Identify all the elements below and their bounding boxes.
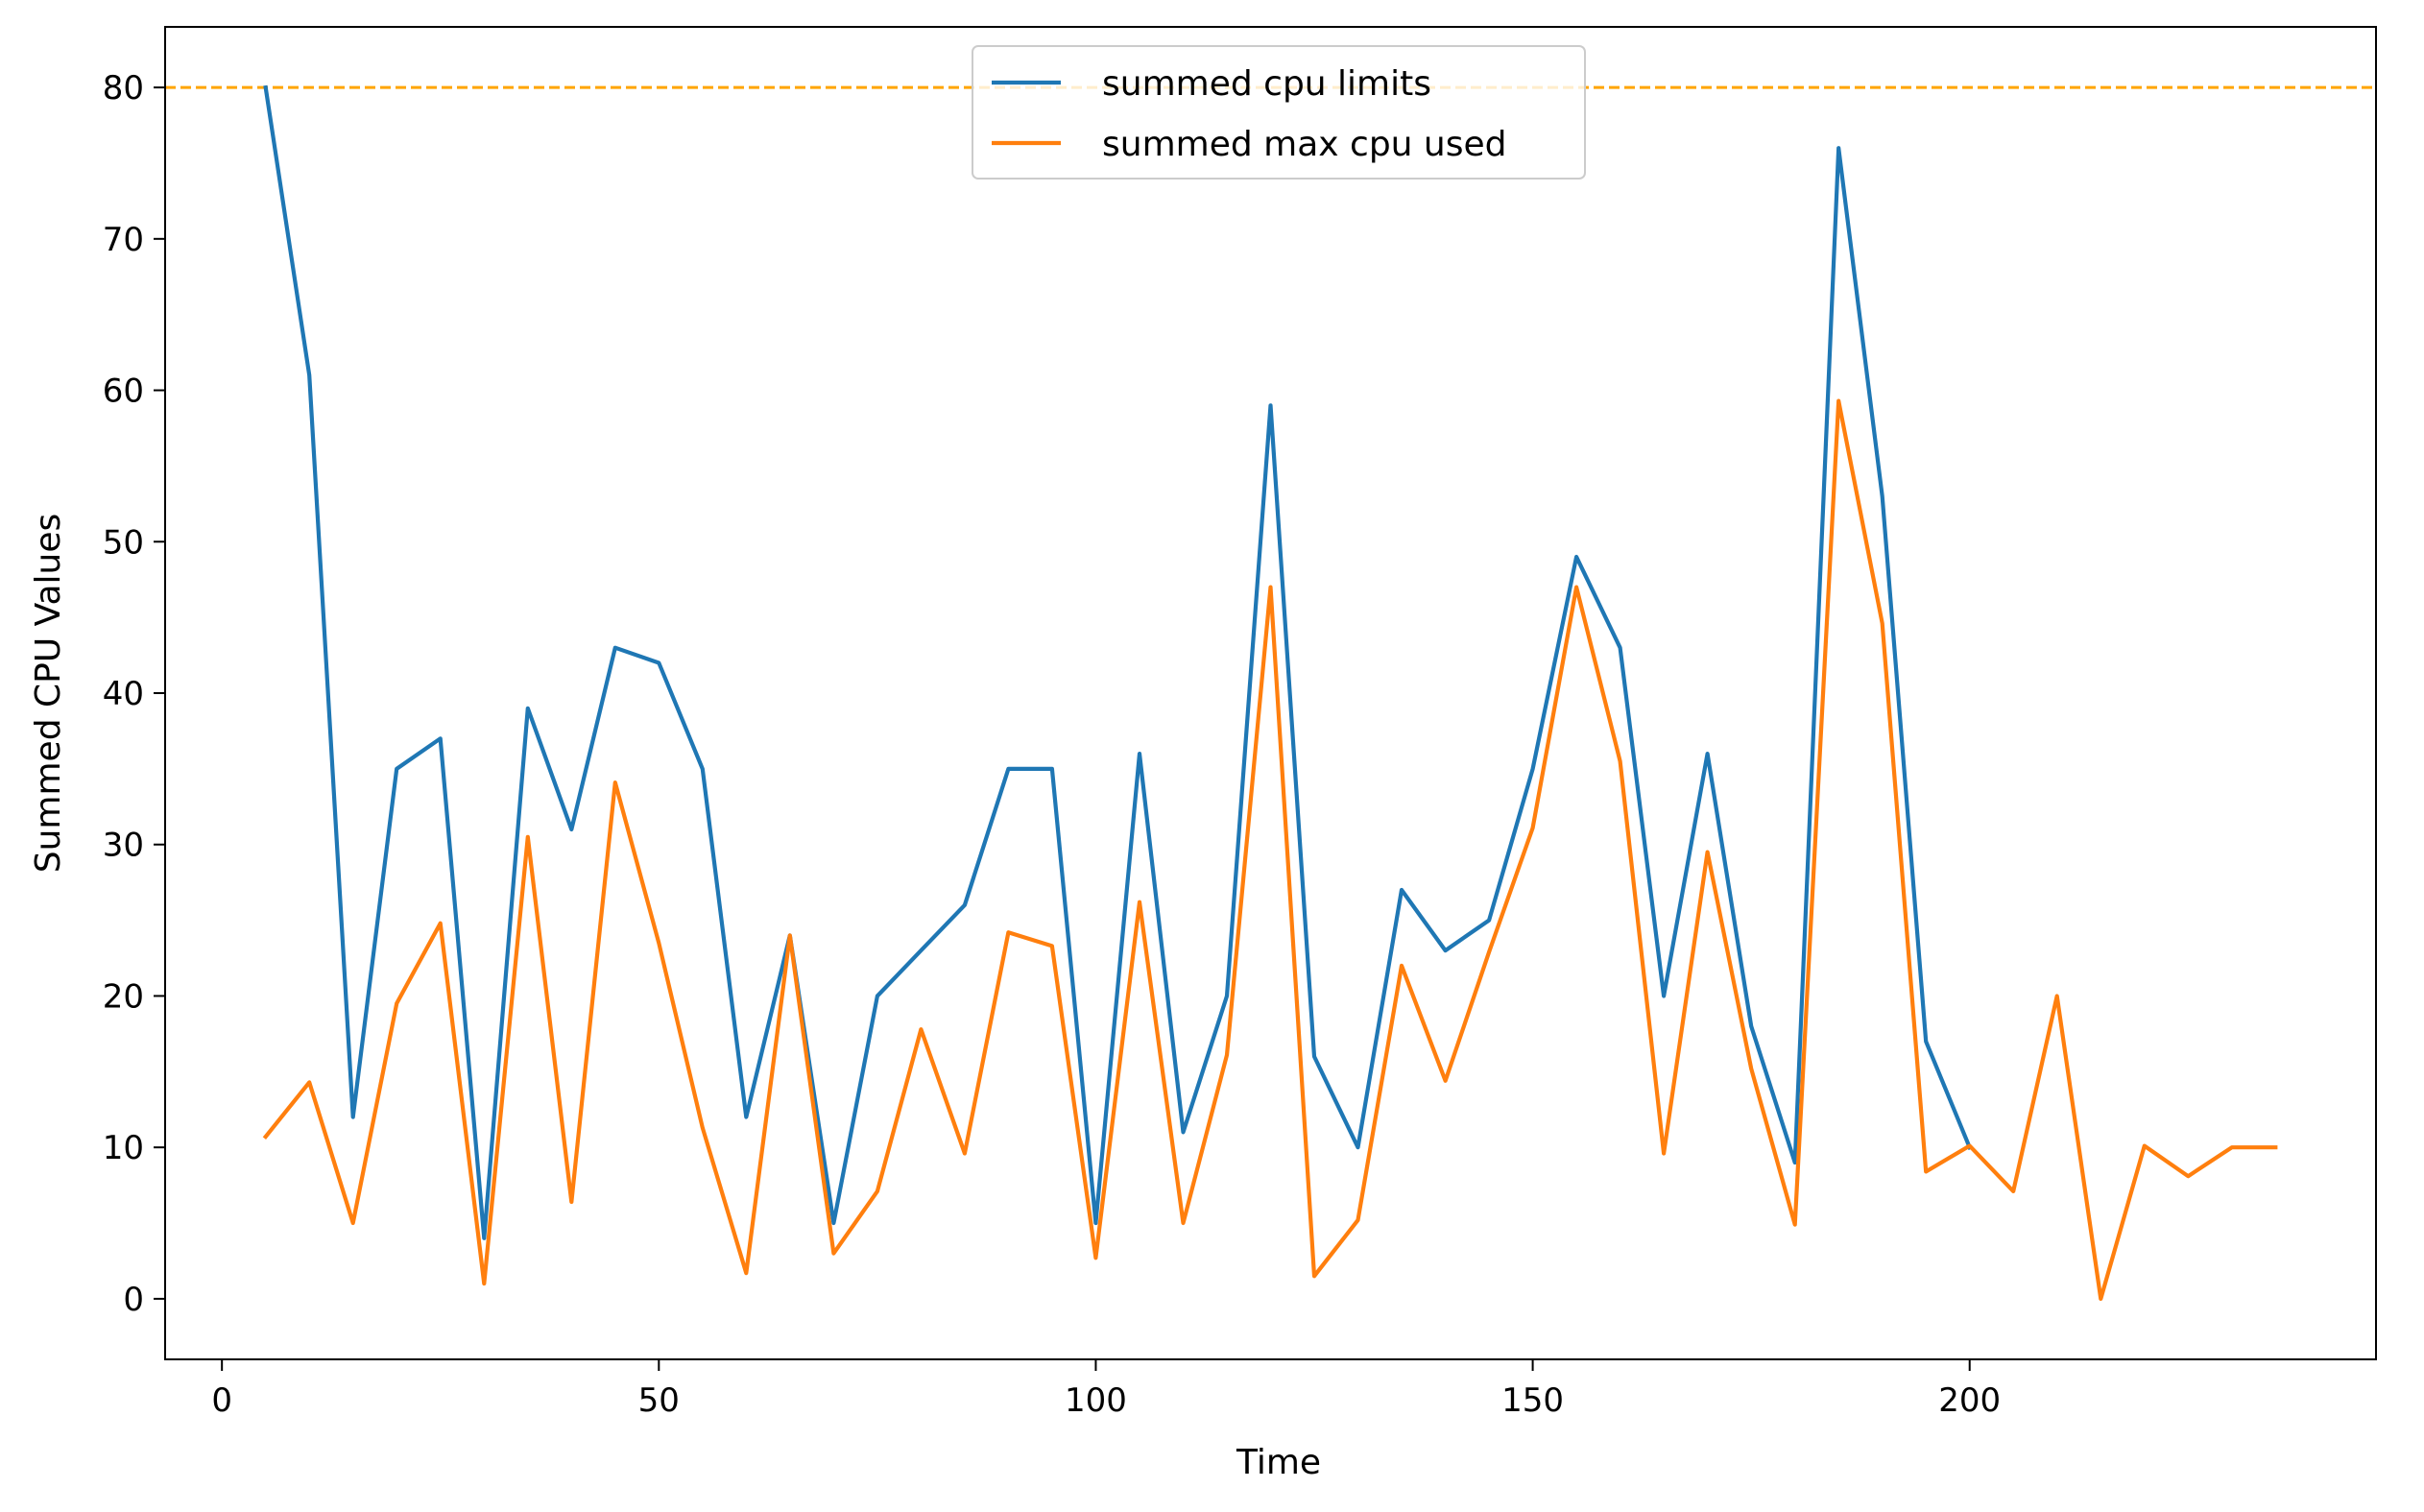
y-axis-title: Summed CPU Values xyxy=(29,514,68,874)
legend-box xyxy=(972,45,1586,180)
plot-area xyxy=(165,27,2376,1359)
series-line-2 xyxy=(262,398,2278,1302)
x-axis-title: Time xyxy=(1236,1443,1321,1482)
y-axis: 0 10 20 30 40 50 60 70 80 xyxy=(103,69,165,1319)
y-tick-label: 20 xyxy=(103,977,144,1016)
y-tick-label: 30 xyxy=(103,827,144,865)
x-axis: 0 50 100 150 200 xyxy=(211,1359,2001,1420)
series-layer xyxy=(262,84,2278,1302)
y-tick-label: 50 xyxy=(103,523,144,562)
y-tick-label: 80 xyxy=(103,69,144,108)
x-tick-label: 50 xyxy=(638,1381,680,1420)
legend-label-2: summed max cpu used xyxy=(1102,125,1507,164)
x-tick-label: 100 xyxy=(1065,1381,1127,1420)
legend-label-1: summed cpu limits xyxy=(1102,64,1431,104)
y-tick-label: 70 xyxy=(103,221,144,259)
y-tick-label: 0 xyxy=(123,1281,144,1319)
x-tick-label: 0 xyxy=(211,1381,232,1420)
series-line-1 xyxy=(263,84,1973,1240)
y-tick-label: 60 xyxy=(103,372,144,411)
legend: summed cpu limits summed max cpu used xyxy=(972,45,1586,180)
x-tick-label: 150 xyxy=(1501,1381,1564,1420)
y-tick-label: 40 xyxy=(103,675,144,713)
x-tick-label: 200 xyxy=(1938,1381,2001,1420)
y-tick-label: 10 xyxy=(103,1129,144,1167)
